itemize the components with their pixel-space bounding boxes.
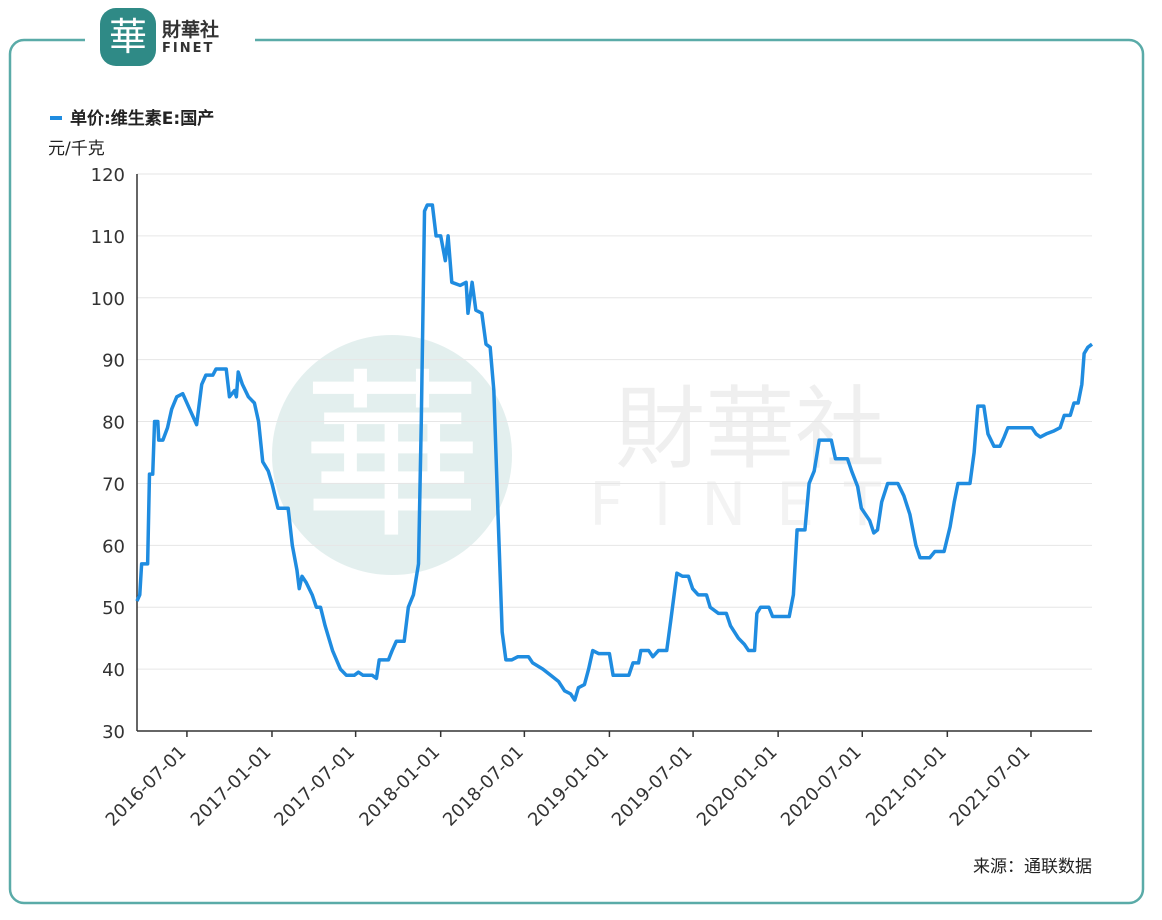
watermark-name: 財華社 [615,377,885,482]
x-tick-label: 2021-07-01 [946,742,1035,831]
logo-mark: 華 [109,15,147,59]
legend-label: 单价:维生素E:国产 [70,108,214,129]
y-tick-label: 40 [102,660,125,681]
x-tick-label: 2019-01-01 [524,742,613,831]
frame [8,38,1145,905]
x-tick-label: 2018-07-01 [439,742,528,831]
watermark: 華 財華社 FINET [272,335,911,575]
y-tick-label: 70 [102,474,125,495]
x-tick-label: 2019-07-01 [608,742,697,831]
y-tick-label: 80 [102,413,125,434]
logo-brand: FINET [162,41,214,56]
x-tick-label: 2016-07-01 [102,742,191,831]
logo-icon [100,8,156,66]
y-tick-label: 90 [102,351,125,372]
y-tick-label: 110 [91,227,125,248]
source: 来源：通联数据 [973,857,1092,877]
y-tick-label: 100 [91,289,125,310]
x-tick-label: 2020-01-01 [693,742,782,831]
x-tick-label: 2020-07-01 [777,742,866,831]
watermark-icon [272,335,512,575]
x-tick-label: 2017-01-01 [187,742,276,831]
x-tick-label: 2017-07-01 [270,742,359,831]
x-tick-label: 2018-01-01 [355,742,444,831]
watermark-mark: 華 [302,354,482,563]
x-tick-label: 2021-01-01 [862,742,951,831]
series-line [135,203,1094,702]
y-axis-label: 元/千克 [48,139,105,159]
y-tick-label: 30 [102,722,125,743]
y-tick-label: 50 [102,598,125,619]
y-tick-label: 120 [91,165,125,186]
y-tick-label: 60 [102,536,125,557]
watermark-brand: FINET [589,470,911,540]
logo-name: 財華社 [162,18,219,41]
